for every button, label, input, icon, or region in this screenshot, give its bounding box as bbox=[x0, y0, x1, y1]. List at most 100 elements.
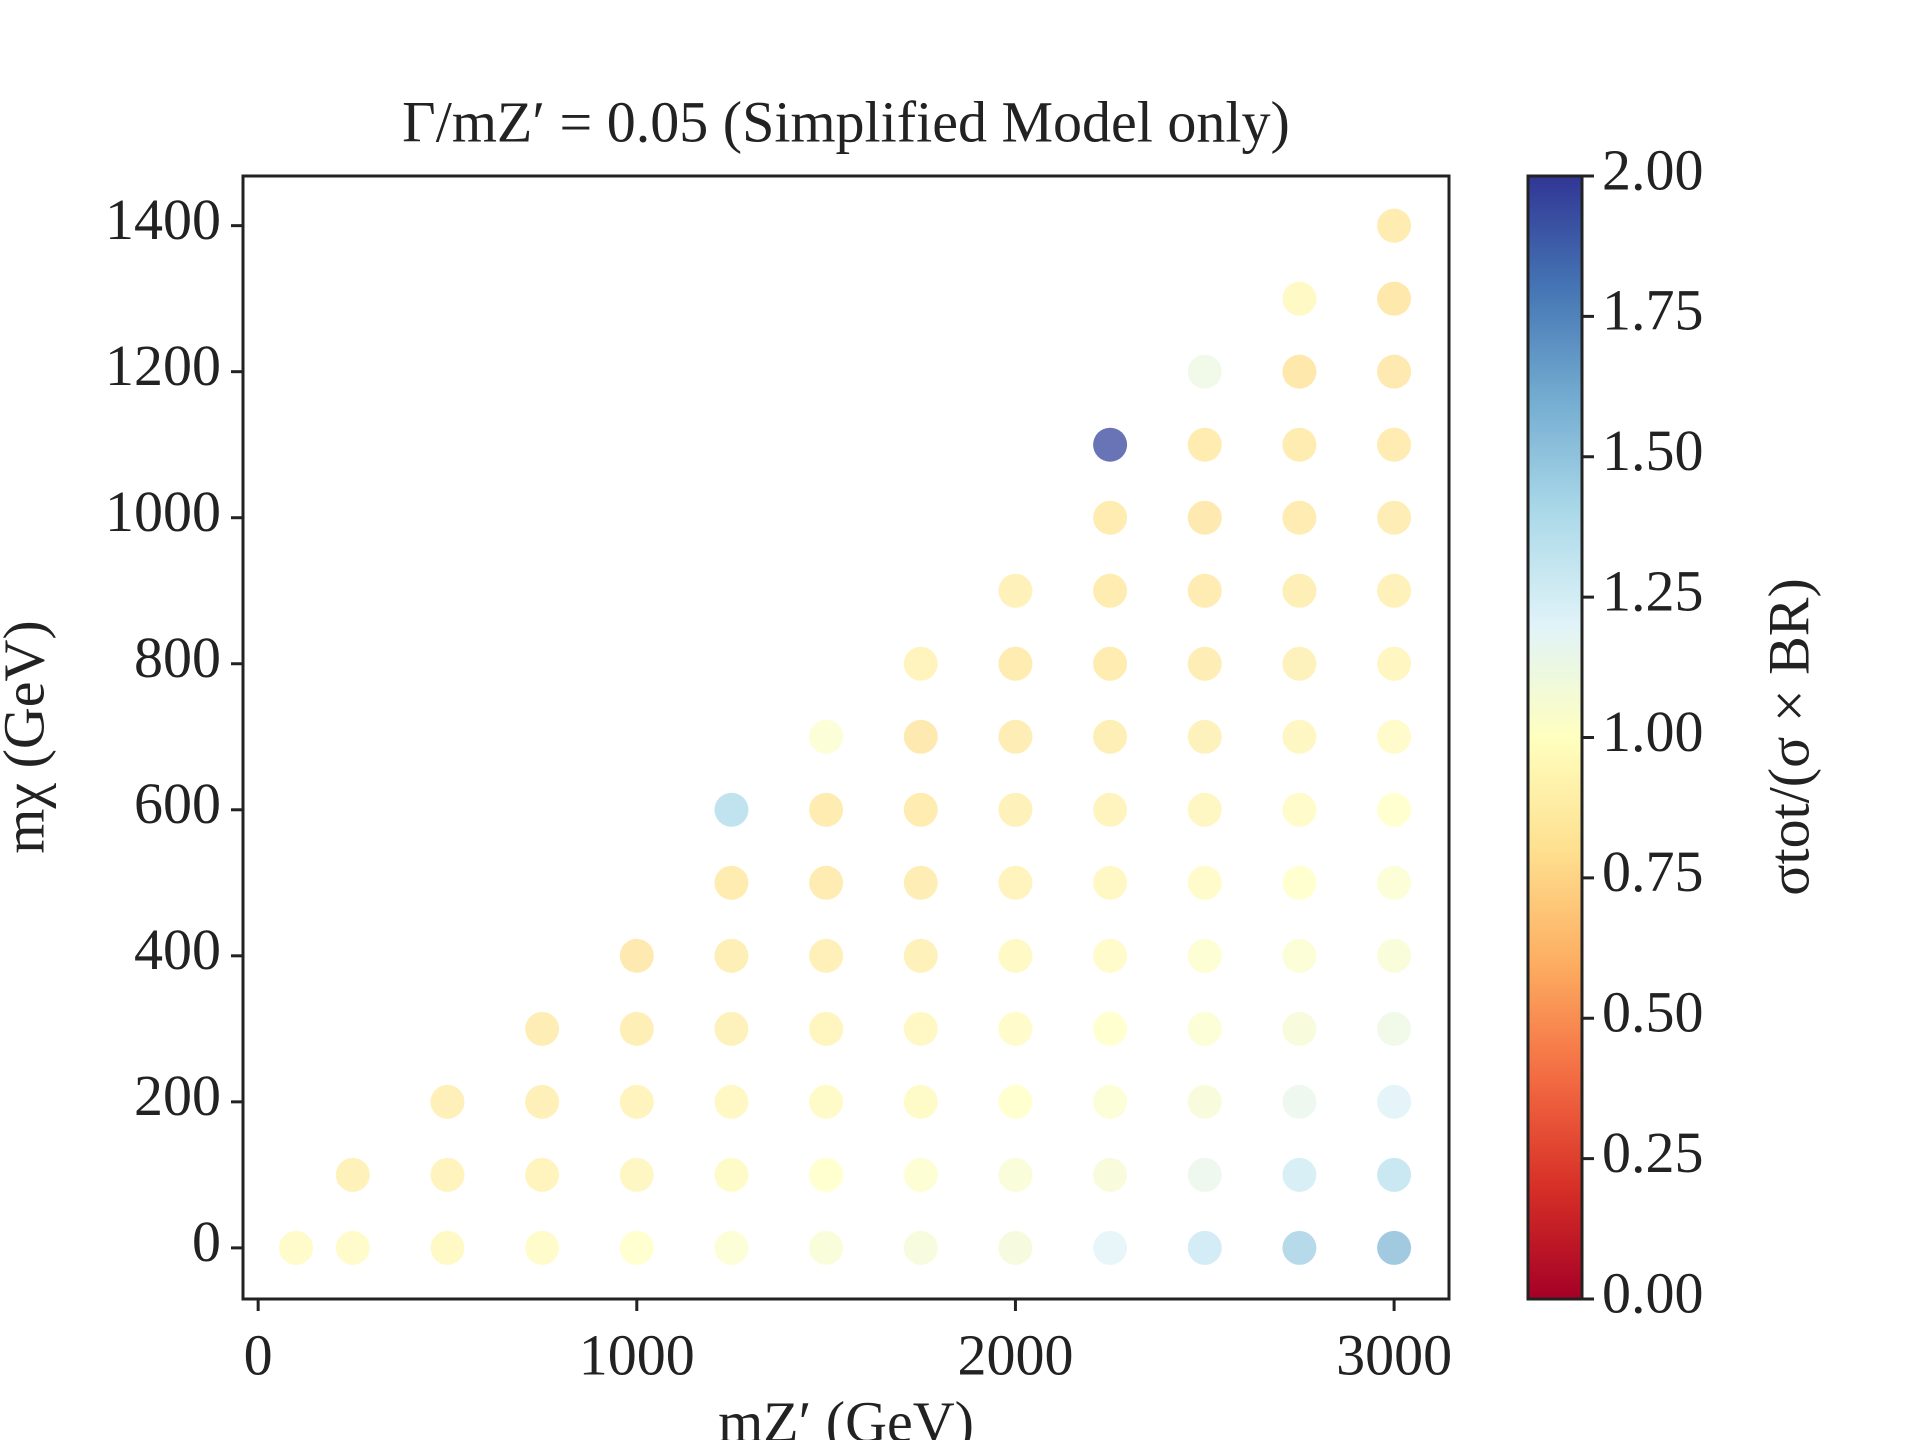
data-point bbox=[1282, 719, 1317, 754]
data-point bbox=[1093, 938, 1128, 973]
data-point bbox=[809, 1230, 844, 1265]
data-point bbox=[1093, 573, 1128, 608]
x-tick-label: 2000 bbox=[957, 1322, 1073, 1387]
data-point bbox=[903, 792, 938, 827]
data-point bbox=[903, 865, 938, 900]
data-point bbox=[714, 1157, 749, 1192]
data-point bbox=[1093, 1011, 1128, 1046]
data-point bbox=[525, 1011, 560, 1046]
data-point bbox=[903, 719, 938, 754]
data-point bbox=[714, 938, 749, 973]
data-point bbox=[809, 1084, 844, 1119]
data-point bbox=[335, 1157, 370, 1192]
data-point bbox=[525, 1084, 560, 1119]
colorbar-tick-label: 0.00 bbox=[1602, 1260, 1704, 1325]
data-point bbox=[430, 1084, 465, 1119]
data-point bbox=[809, 1011, 844, 1046]
data-point bbox=[809, 719, 844, 754]
colorbar-tick-label: 1.00 bbox=[1602, 699, 1704, 764]
data-point bbox=[430, 1157, 465, 1192]
data-point bbox=[1377, 427, 1412, 462]
chart-title: Γ/mZ′ = 0.05 (Simplified Model only) bbox=[402, 89, 1290, 154]
data-point bbox=[1187, 1011, 1222, 1046]
data-point bbox=[809, 1157, 844, 1192]
data-point bbox=[809, 865, 844, 900]
data-point bbox=[809, 792, 844, 827]
data-point bbox=[1187, 1230, 1222, 1265]
data-point bbox=[525, 1157, 560, 1192]
data-point bbox=[1377, 500, 1412, 535]
data-point bbox=[903, 646, 938, 681]
data-point bbox=[903, 938, 938, 973]
y-axis-label: mχ (GeV) bbox=[0, 620, 56, 854]
data-point bbox=[998, 792, 1033, 827]
x-tick-label: 0 bbox=[244, 1322, 273, 1387]
colorbar-tick-label: 2.00 bbox=[1602, 137, 1704, 202]
data-point bbox=[1377, 1230, 1412, 1265]
y-tick-label: 600 bbox=[134, 771, 221, 836]
data-point bbox=[1377, 865, 1412, 900]
data-point bbox=[619, 1157, 654, 1192]
data-point bbox=[619, 1230, 654, 1265]
data-point bbox=[1187, 500, 1222, 535]
data-point bbox=[1377, 573, 1412, 608]
data-point bbox=[1093, 719, 1128, 754]
data-point bbox=[1377, 646, 1412, 681]
data-point bbox=[525, 1230, 560, 1265]
data-point bbox=[1187, 646, 1222, 681]
data-point bbox=[903, 1011, 938, 1046]
colorbar-tick-label: 0.50 bbox=[1602, 980, 1704, 1045]
data-point bbox=[1282, 1157, 1317, 1192]
data-point bbox=[1187, 792, 1222, 827]
y-tick-label: 200 bbox=[134, 1063, 221, 1128]
data-point bbox=[998, 1084, 1033, 1119]
plot-frame bbox=[241, 174, 1451, 1301]
data-point bbox=[1377, 792, 1412, 827]
data-point bbox=[1282, 354, 1317, 389]
data-point bbox=[1093, 1230, 1128, 1265]
data-point bbox=[1377, 1084, 1412, 1119]
colorbar-tick-label: 0.75 bbox=[1602, 839, 1704, 904]
data-point bbox=[1377, 1157, 1412, 1192]
colorbar-tick-label: 0.25 bbox=[1602, 1120, 1704, 1185]
data-point bbox=[1187, 865, 1222, 900]
x-tick-label: 3000 bbox=[1336, 1322, 1452, 1387]
data-point bbox=[809, 938, 844, 973]
data-point bbox=[1377, 719, 1412, 754]
data-point bbox=[998, 1230, 1033, 1265]
y-tick-label: 0 bbox=[192, 1209, 221, 1274]
data-point bbox=[1187, 573, 1222, 608]
data-point bbox=[998, 1011, 1033, 1046]
data-point bbox=[1377, 354, 1412, 389]
data-point bbox=[1187, 427, 1222, 462]
data-point bbox=[279, 1230, 314, 1265]
colorbar-label: σtot/(σ × BR) bbox=[1756, 578, 1821, 896]
data-point bbox=[998, 719, 1033, 754]
data-point bbox=[998, 865, 1033, 900]
data-point bbox=[1282, 792, 1317, 827]
data-point bbox=[903, 1230, 938, 1265]
data-point bbox=[998, 1157, 1033, 1192]
data-point bbox=[1093, 427, 1128, 462]
data-point bbox=[714, 1084, 749, 1119]
y-tick-label: 800 bbox=[134, 625, 221, 690]
data-point bbox=[1282, 573, 1317, 608]
data-point bbox=[619, 938, 654, 973]
data-point bbox=[1187, 1157, 1222, 1192]
colorbar-tick-label: 1.50 bbox=[1602, 418, 1704, 483]
data-point bbox=[1187, 938, 1222, 973]
y-tick-label: 1200 bbox=[105, 333, 221, 398]
y-tick-label: 1400 bbox=[105, 187, 221, 252]
data-point bbox=[1093, 792, 1128, 827]
data-point bbox=[998, 646, 1033, 681]
data-point bbox=[903, 1084, 938, 1119]
data-point bbox=[1377, 281, 1412, 316]
data-point bbox=[1093, 865, 1128, 900]
data-point bbox=[998, 573, 1033, 608]
data-point bbox=[1282, 281, 1317, 316]
data-point bbox=[1377, 1011, 1412, 1046]
data-point bbox=[1093, 500, 1128, 535]
data-point bbox=[714, 792, 749, 827]
data-point bbox=[1093, 646, 1128, 681]
data-point bbox=[1187, 1084, 1222, 1119]
